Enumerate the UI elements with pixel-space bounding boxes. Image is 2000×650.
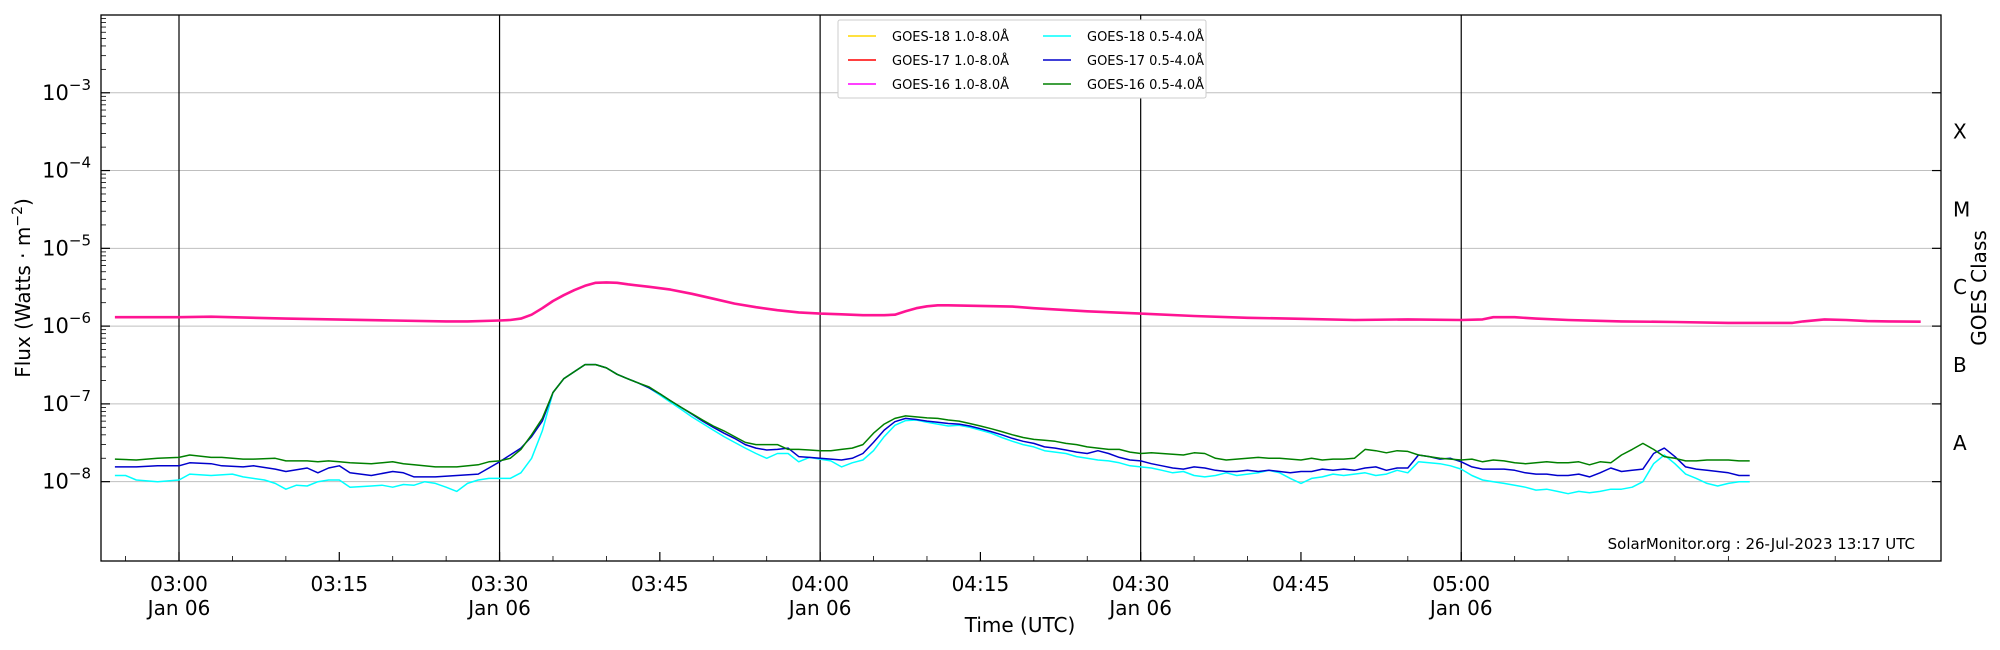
goes-class-labels: A B C M X [1953, 120, 1970, 455]
x-tick-date-label: Jan 06 [146, 596, 211, 620]
x-tick-label: 03:45 [631, 572, 689, 596]
y-tick-label: 10−4 [42, 154, 91, 183]
x-tick-date-label: Jan 06 [1428, 596, 1493, 620]
day-vertical-lines [178, 15, 1462, 561]
x-tick-label: 03:00 [150, 572, 208, 596]
legend: GOES-18 1.0-8.0Å GOES-17 1.0-8.0Å GOES-16 … [837, 19, 1207, 99]
x-tick-label: 03:15 [310, 572, 368, 596]
x-tick-date-label: Jan 06 [466, 596, 531, 620]
x-tick-label: 04:00 [791, 572, 849, 596]
grid-lines [101, 92, 1941, 483]
y-axis-title: Flux (Watts · m−2) [10, 198, 35, 378]
series-lines [114, 281, 1921, 495]
y-tick-label: 10−6 [42, 309, 91, 338]
x-tick-date-label: Jan 06 [1107, 596, 1172, 620]
legend-box [837, 19, 1207, 99]
legend-entry: GOES-18 1.0-8.0Å [892, 29, 1009, 45]
legend-entry: GOES-18 0.5-4.0Å [1087, 29, 1204, 45]
x-axis-title: Time (UTC) [964, 613, 1076, 637]
goes-class-label: M [1953, 197, 1970, 221]
x-tick-label: 04:30 [1112, 572, 1170, 596]
y2-axis-title: GOES Class [1967, 230, 1991, 346]
goes-class-label: B [1953, 353, 1967, 377]
plot-frame [100, 14, 1942, 562]
series-line [114, 363, 1750, 495]
source-annotation: SolarMonitor.org : 26-Jul-2023 13:17 UTC [1608, 535, 1915, 553]
x-tick-label: 05:00 [1432, 572, 1490, 596]
goes-class-label: A [1953, 431, 1967, 455]
x-tick-label: 04:45 [1272, 572, 1330, 596]
y-tick-label: 10−7 [42, 387, 91, 416]
legend-entry: GOES-17 1.0-8.0Å [892, 53, 1009, 69]
legend-entry: GOES-16 1.0-8.0Å [892, 77, 1009, 93]
x-tick-label: 04:15 [952, 572, 1010, 596]
y-tick-label: 10−8 [42, 465, 91, 494]
x-tick-label: 03:30 [471, 572, 529, 596]
legend-entry: GOES-17 0.5-4.0Å [1087, 53, 1204, 69]
x-tick-date-label: Jan 06 [787, 596, 852, 620]
y-axis-title-close: ) [11, 198, 35, 206]
series-line [114, 363, 1750, 468]
y-axis-title-superscript: −2 [10, 206, 26, 227]
goes-class-label: X [1953, 120, 1967, 144]
y-tick-label: 10−5 [42, 231, 91, 260]
y-axis-ticks: 10−8 10−7 10−6 10−5 10−4 10−3 [42, 18, 1941, 494]
series-line [114, 363, 1750, 478]
legend-entry: GOES-16 0.5-4.0Å [1087, 77, 1204, 93]
y-tick-label: 10−3 [42, 76, 91, 105]
series-line [114, 281, 1921, 325]
goes-class-label: C [1953, 275, 1967, 299]
